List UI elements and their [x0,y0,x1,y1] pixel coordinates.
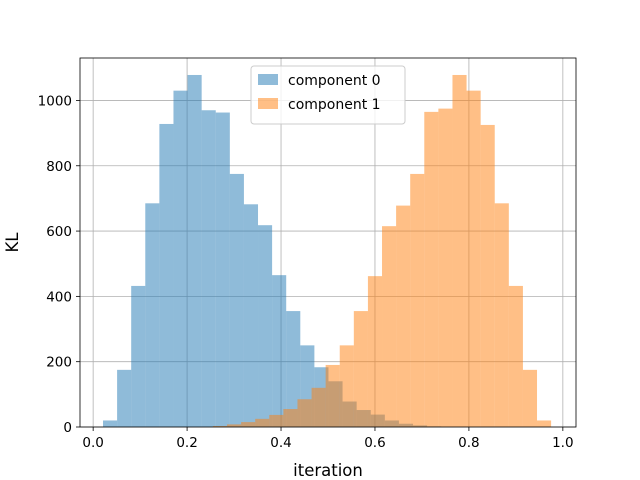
histogram-bar [494,203,509,427]
histogram-bar [227,424,242,427]
y-tick-label: 200 [46,355,72,371]
plot-frame [79,57,577,428]
histogram-bar [325,364,340,427]
x-tick-label: 0.4 [270,435,291,451]
histogram-bar [173,90,188,427]
legend-label-component-0: component 0 [288,73,381,89]
histogram-bar [508,285,523,427]
y-axis-label: KL [3,232,22,253]
histogram-bar [212,426,228,427]
y-tick-label: 400 [46,289,72,305]
histogram-bar [537,420,552,427]
histogram-bar [382,226,397,427]
legend-swatch-component-0 [258,74,278,85]
histogram-bar [269,414,284,427]
histogram-bar [424,111,439,428]
y-axis-ticks: 0 200 400 600 800 1000 [38,93,80,436]
x-tick-label: 0.2 [176,435,197,451]
histogram-bar [286,311,301,427]
y-tick-label: 800 [46,159,72,175]
histogram-bar [311,387,326,427]
histogram-bar [297,399,312,427]
histogram-bar [452,74,467,427]
histogram-bar [353,311,368,427]
histogram-bar [396,205,411,427]
x-axis-ticks: 0.0 0.2 0.4 0.6 0.8 1.0 [82,427,574,451]
x-tick-label: 0.0 [82,435,103,451]
histogram-bar [201,110,216,427]
histogram-bar [255,418,270,427]
histogram-bar [522,369,538,427]
histogram-bar [117,369,132,427]
y-tick-label: 600 [46,224,72,240]
histogram-bar [215,112,230,427]
histogram-bar [243,204,259,427]
histogram-bar [466,90,481,427]
legend: component 0 component 1 [250,65,406,125]
y-tick-label: 1000 [38,93,72,109]
x-tick-label: 1.0 [552,435,573,451]
histogram-bar [480,124,495,427]
histogram-bar [283,409,298,427]
histogram-bar [272,275,287,427]
histogram-bar [145,203,160,427]
histogram-bar [241,422,256,427]
histogram-bar [159,123,174,427]
histogram-bar [229,173,244,427]
y-tick-label: 0 [63,420,72,436]
histogram-bar [367,276,383,427]
histogram-bar [438,108,453,427]
x-axis-label: iteration [293,461,363,480]
series-component-1-bars [212,74,552,428]
histogram-bar [339,345,354,427]
histogram-bar [410,173,425,427]
legend-swatch-component-1 [258,98,278,109]
x-tick-label: 0.8 [458,435,479,451]
legend-box [250,65,406,125]
legend-label-component-1: component 1 [288,97,381,113]
histogram-bar [258,225,273,427]
histogram-bar [103,420,118,427]
x-tick-label: 0.6 [364,435,385,451]
histogram-bar [187,74,202,427]
histogram-bar [131,285,146,427]
